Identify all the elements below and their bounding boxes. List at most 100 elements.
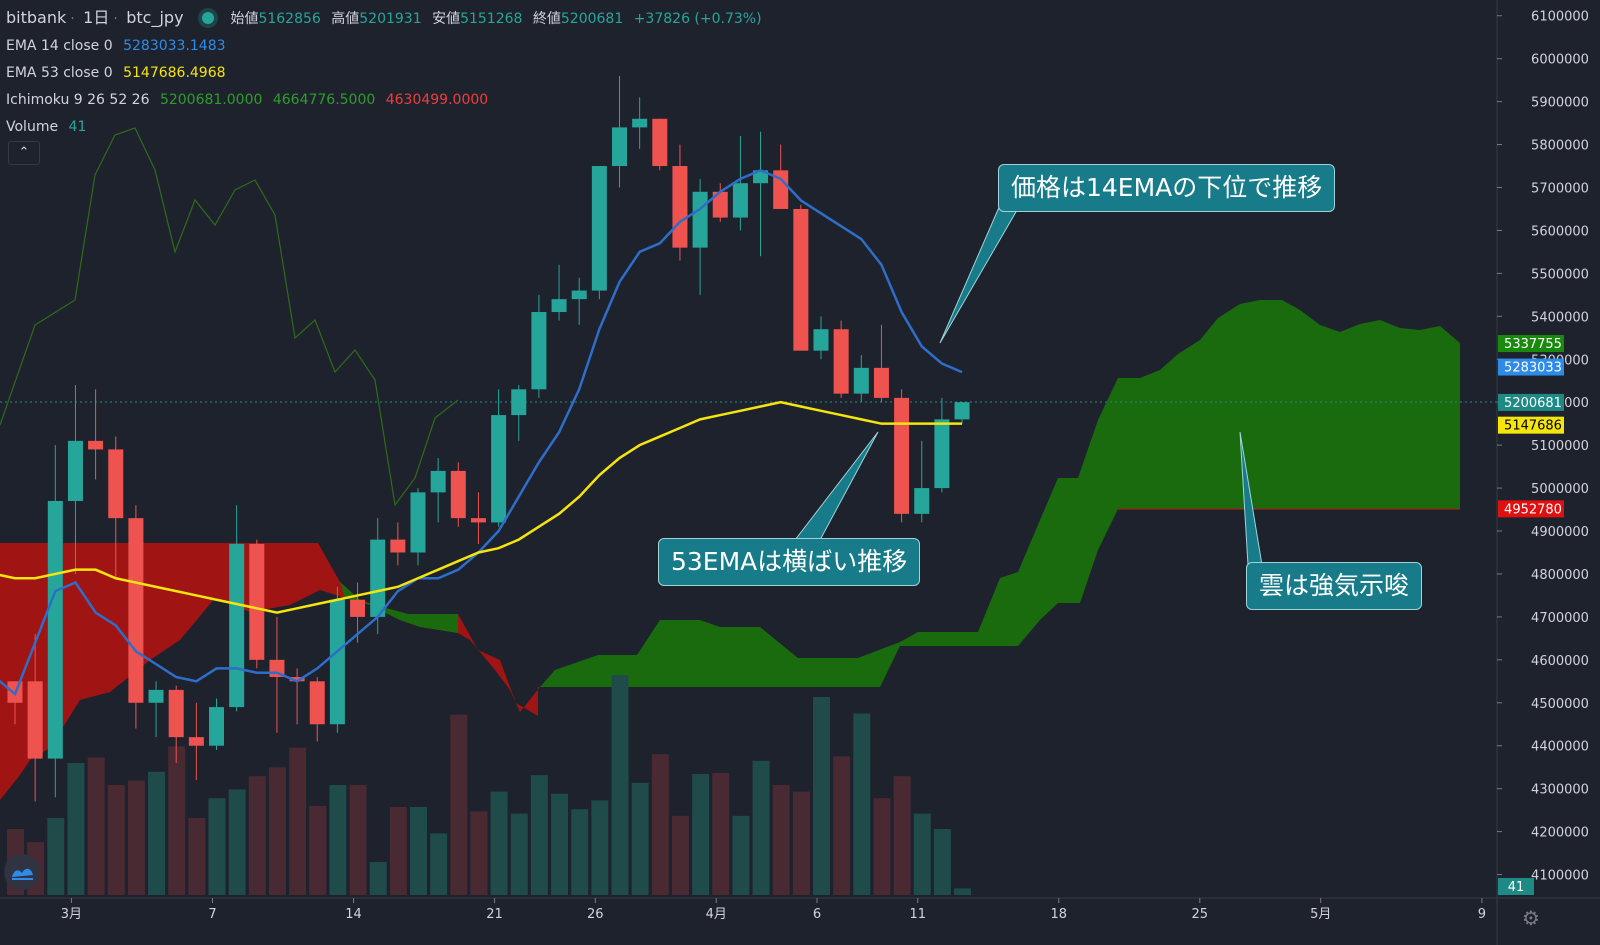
high-value: 5201931 [359, 11, 422, 27]
candle [873, 324, 889, 403]
volume-bar [732, 815, 750, 895]
time-tick-label: 7 [208, 907, 216, 922]
volume-bar [752, 760, 770, 895]
candle [612, 75, 627, 188]
candle [853, 354, 869, 403]
ichimoku-legend[interactable]: Ichimoku 9 26 52 26 5200681.0000 4664776… [6, 87, 762, 114]
price-badge-label: 5337755 [1504, 337, 1562, 352]
volume-bar [47, 818, 65, 895]
volume-bar [772, 785, 790, 895]
candle [430, 458, 446, 523]
volume-bar [268, 767, 286, 895]
candle [470, 492, 486, 544]
collapse-legend-button[interactable]: ⌃ [8, 141, 40, 165]
candle [410, 488, 426, 566]
candle-body [27, 681, 43, 759]
interval[interactable]: 1日 [83, 8, 110, 27]
candle-body [873, 367, 889, 398]
price-badge-bg [1498, 358, 1564, 376]
volume-bar [873, 798, 891, 895]
candle [712, 183, 728, 222]
cloud-bullish-segment-1 [340, 582, 458, 633]
pair[interactable]: btc_jpy [126, 8, 184, 27]
candle-body [148, 689, 164, 703]
price-tick-label: 4700000 [1531, 611, 1589, 626]
candle-body [712, 191, 728, 218]
volume-bar [127, 780, 145, 895]
volume-bar [712, 772, 730, 895]
volume-bar [913, 813, 931, 895]
candle-body [571, 290, 587, 300]
candle-body [914, 488, 930, 514]
candle-body [128, 518, 144, 703]
candle-body [833, 329, 849, 394]
ema53-value: 5147686.4968 [123, 65, 226, 81]
price-tick-label: 5800000 [1531, 139, 1589, 154]
volume-bar [107, 785, 125, 895]
candle [47, 445, 63, 798]
candle [934, 397, 950, 493]
candle [148, 681, 164, 738]
volume-bar [87, 757, 105, 895]
volume-bar [470, 811, 488, 895]
candle-body [430, 470, 446, 493]
tradingview-logo-icon[interactable] [4, 854, 40, 890]
candle-body [108, 449, 124, 519]
candle [309, 677, 325, 742]
candle-body [732, 183, 748, 218]
candle-body [551, 299, 567, 313]
candle [511, 385, 527, 441]
callout-ema53: 53EMAは横ばい推移 [658, 538, 921, 586]
candle [571, 277, 587, 325]
time-tick-label: 5月 [1310, 907, 1331, 922]
volume-bar [893, 776, 911, 895]
price-tick-label: 4600000 [1531, 654, 1589, 669]
candle-body [773, 170, 789, 209]
candle-body [632, 118, 648, 128]
candle-body [793, 208, 809, 351]
volume-label: Volume [6, 119, 59, 135]
volume-bar [954, 888, 972, 895]
ema14-legend[interactable]: EMA 14 close 0 5283033.1483 [6, 33, 762, 60]
time-tick-label: 6 [813, 907, 821, 922]
price-badge: 4952780 [1498, 500, 1564, 518]
ema53-legend[interactable]: EMA 53 close 0 5147686.4968 [6, 60, 762, 87]
time-tick-label: 18 [1050, 907, 1067, 922]
candle-body [370, 539, 386, 617]
ichimoku-label: Ichimoku 9 26 52 26 [6, 92, 150, 108]
price-badge: 5200681 [1498, 393, 1564, 411]
lagging-span-line [0, 127, 459, 507]
candle [894, 389, 910, 523]
candle-body [470, 518, 486, 523]
candle-body [209, 707, 224, 746]
candlesticks [7, 75, 970, 802]
price-badge-bg [1498, 500, 1564, 518]
volume-bar [813, 697, 830, 895]
settings-gear-icon[interactable]: ⚙ [1522, 906, 1540, 930]
time-tick-label: 9 [1478, 907, 1486, 922]
volume-bar [692, 774, 710, 895]
ema-lines [0, 168, 963, 697]
candle-body [853, 367, 869, 394]
candle-body [672, 166, 688, 248]
volume-bar [671, 815, 689, 895]
price-badge: 5147686 [1498, 416, 1564, 434]
candle [249, 539, 265, 669]
price-badge-bg [1498, 393, 1564, 411]
ichimoku-value-3: 4630499.0000 [385, 92, 489, 108]
price-tick-label: 5900000 [1531, 96, 1589, 111]
candle-body [491, 415, 507, 523]
candle [67, 385, 83, 574]
time-tick-label: 11 [909, 907, 926, 922]
open-label: 始値 [230, 11, 259, 27]
price-badge: 5283033 [1498, 358, 1564, 376]
volume-legend[interactable]: Volume 41 [6, 114, 762, 141]
candle-body [450, 470, 466, 519]
candle [672, 144, 688, 261]
price-badge: 5337755 [1498, 335, 1564, 353]
candle [531, 294, 547, 398]
volume-badge-bg [1498, 878, 1534, 895]
symbol-name[interactable]: bitbank [6, 8, 67, 27]
candle-body [309, 681, 325, 725]
